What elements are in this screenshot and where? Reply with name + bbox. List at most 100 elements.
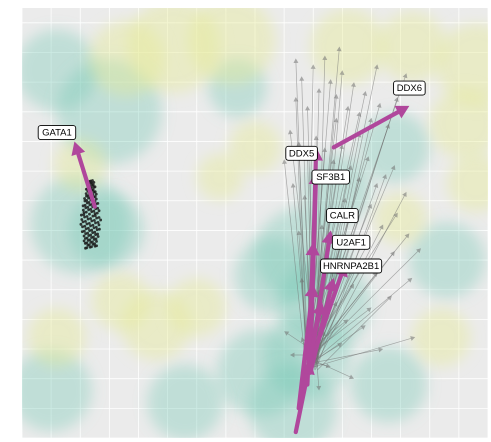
gata1-cell-point (80, 218, 84, 221)
gata1-cell-point (92, 226, 96, 230)
gata1-cell-point (95, 211, 99, 215)
gata1-cell-point (90, 210, 94, 214)
arrow-head (364, 156, 370, 162)
gata1-cell-point (84, 192, 88, 196)
gata1-cell-point (86, 226, 90, 230)
yellow-density-cloud (374, 192, 427, 245)
gata1-cell-point (85, 215, 89, 218)
arrow-head (373, 182, 379, 189)
gata1-cell-point (96, 206, 100, 210)
gata1-cell-point (95, 244, 98, 248)
gata1-cell-point (88, 229, 91, 233)
arrow-shaft (314, 195, 405, 366)
arrow-shaft (308, 288, 333, 375)
teal-density-cloud (68, 192, 145, 269)
gata1-cell-point (85, 241, 89, 245)
gata1-cell-point (83, 197, 86, 200)
arrow-shaft (316, 251, 419, 353)
arrow-head (327, 79, 333, 84)
arrow-head (302, 194, 308, 200)
arrow-shaft (314, 349, 380, 363)
arrow-head (293, 58, 299, 64)
gata1-cell-point (96, 232, 99, 236)
gene-label-box (320, 258, 383, 274)
arrow-head (368, 117, 373, 123)
background-arrow (314, 277, 413, 360)
gata1-cell-point (90, 240, 94, 244)
arrow-head (367, 203, 373, 209)
gata1-cell-point (96, 235, 100, 238)
teal-density-cloud (147, 364, 223, 438)
gata1-cell-point (87, 243, 91, 247)
arrow-head (316, 88, 322, 93)
gata1-cell-point (85, 222, 89, 226)
gata1-cell-point (90, 219, 94, 223)
gene-label-text: SF3B1 (316, 172, 345, 183)
arrow-head (378, 347, 384, 353)
gata1-cell-point (94, 225, 98, 229)
gene-label-text: HNRNPA2B1 (323, 261, 379, 272)
arrow-shaft (311, 359, 351, 378)
gata1-cell-point (93, 242, 97, 246)
arrow-head (289, 352, 295, 358)
gene-label-box (285, 145, 318, 161)
gata1-cell-point (90, 228, 94, 232)
gene-label-ddx5: DDX5 (285, 145, 318, 161)
arrow-shaft (312, 309, 369, 353)
gata1-cell-point (92, 219, 96, 222)
yellow-density-cloud (429, 88, 488, 159)
gata1-cell-point (94, 237, 98, 241)
gene-label-box (393, 80, 426, 96)
gata1-cell-point (81, 208, 85, 212)
yellow-density-cloud (447, 153, 488, 213)
arrow-head (407, 277, 413, 283)
gata1-cell-point (99, 218, 103, 222)
gene-label-text: DDX5 (289, 148, 314, 159)
gata1-cell-point (96, 201, 100, 205)
arrow-head (323, 277, 338, 293)
highlighted-arrow (293, 360, 315, 435)
arrow-head (330, 159, 336, 164)
gata1-cell-point (91, 188, 95, 192)
highlighted-arrows (71, 105, 410, 435)
background-arrow (305, 111, 362, 354)
gata1-cell-point (84, 210, 88, 214)
arrow-head (305, 105, 311, 111)
gata1-cell-point (92, 209, 96, 213)
gata1-cell-point (83, 224, 87, 228)
arrow-head (310, 64, 316, 69)
background-arrow (312, 307, 372, 353)
gata1-cell-point (90, 245, 93, 249)
gata1-cell-point (97, 216, 101, 219)
arrow-head (333, 117, 339, 123)
arrow-head (282, 159, 288, 164)
arrow-head (339, 144, 345, 150)
background-arrow (282, 159, 307, 369)
gene-label-box (326, 208, 359, 224)
arrow-head (71, 141, 86, 156)
arrow-head (349, 283, 355, 289)
arrow-head (404, 233, 410, 239)
gata1-cell-point (84, 220, 87, 223)
arrow-head (299, 277, 305, 283)
yellow-density-cloud (377, 11, 448, 82)
arrow-head (356, 177, 362, 183)
arrow-head (284, 331, 290, 336)
yellow-density-cloud (228, 121, 282, 174)
teal-density-cloud (409, 222, 486, 298)
gata1-cell-point (82, 234, 86, 238)
yellow-density-cloud (88, 20, 165, 97)
arrow-shaft (293, 371, 310, 435)
gata1-cell-point (82, 229, 86, 233)
arrow-shaft (295, 62, 308, 365)
gata1-cell-point (85, 246, 89, 250)
gene-label-text: CALR (330, 211, 355, 222)
arrow-head (393, 96, 399, 103)
gata1-cell-point (93, 214, 97, 217)
yellow-density-cloud (167, 278, 226, 337)
gata1-cell-point (87, 221, 91, 225)
arrow-head (342, 197, 347, 203)
gene-labels: GATA1 DDX6 DDX5 SF3B1 CALR U2AF1 HNRNPA2B1 (37, 80, 426, 274)
arrow-head (296, 230, 302, 236)
gata1-cell-point (92, 235, 95, 239)
